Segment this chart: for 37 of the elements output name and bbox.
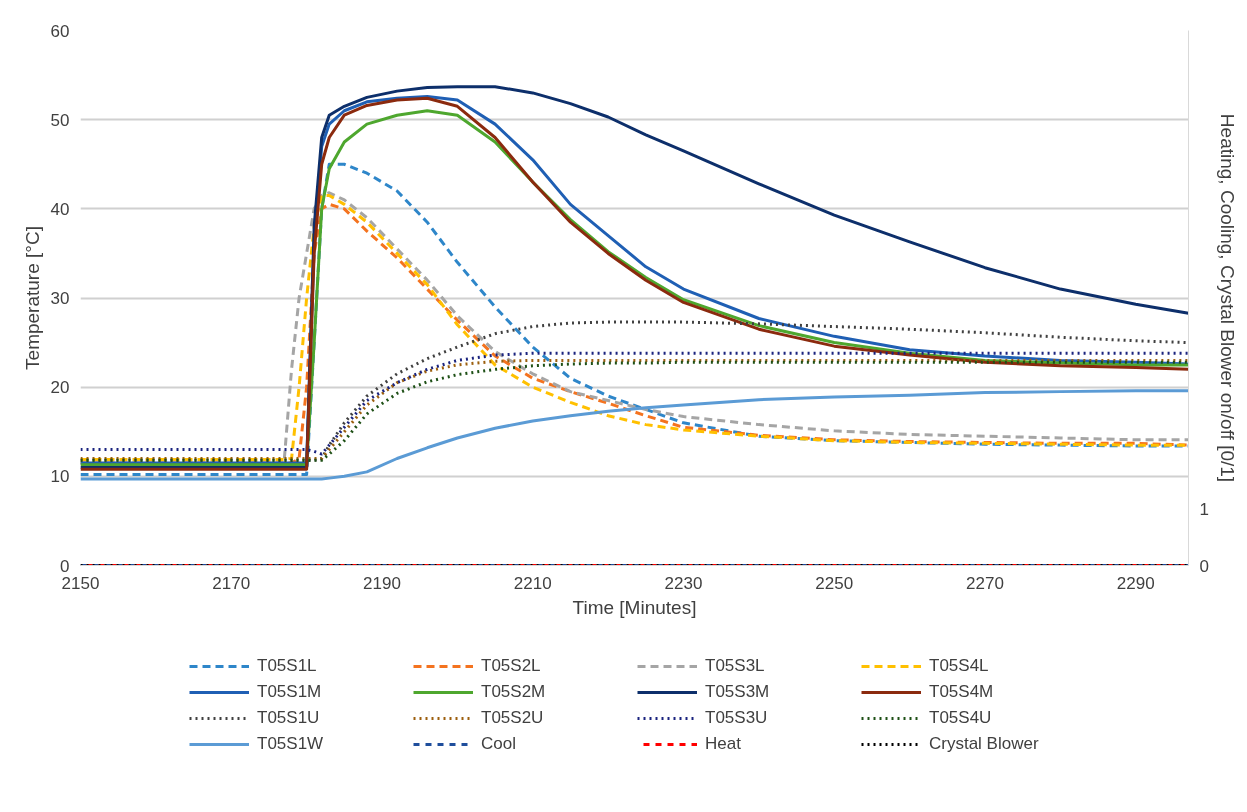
legend-label: Cool <box>481 734 517 754</box>
y2-tick-label: 1 <box>1199 500 1209 520</box>
x-axis-title: Time [Minutes] <box>572 596 697 618</box>
legend-label: T05S4L <box>929 656 990 676</box>
legend-label: T05S3L <box>705 656 766 676</box>
x-tick-label: 2190 <box>363 573 401 593</box>
legend-label: T05S1L <box>257 656 318 676</box>
y2-axis-title: Heating, Cooling, Crystal Blower on/off [0/1] <box>1216 113 1238 483</box>
y-tick-label: 60 <box>50 21 70 41</box>
legend-label: T05S3U <box>705 708 769 728</box>
y-tick-label: 10 <box>50 467 70 487</box>
legend-label: T05S4M <box>929 682 995 702</box>
x-tick-label: 2210 <box>513 573 552 593</box>
legend-label: T05S2M <box>481 682 547 702</box>
y-axis-title: Temperature [°C] <box>21 226 43 370</box>
legend-label: T05S1M <box>257 682 323 702</box>
legend-label: Crystal Blower <box>929 734 1040 754</box>
x-tick-label: 2230 <box>664 573 703 593</box>
legend-label: T05S2L <box>481 656 542 676</box>
y-tick-label: 40 <box>50 199 70 219</box>
x-tick-label: 2150 <box>61 573 100 593</box>
legend-label: T05S4U <box>929 708 993 728</box>
x-tick-label: 2290 <box>1116 573 1155 593</box>
y-tick-label: 30 <box>50 289 70 308</box>
legend-label: T05S1W <box>257 734 325 754</box>
y-tick-label: 50 <box>50 110 70 130</box>
y-tick-label: 20 <box>50 378 70 398</box>
legend-label: T05S2U <box>481 708 545 728</box>
x-tick-label: 2270 <box>966 573 1004 593</box>
legend-label: T05S1U <box>257 708 321 728</box>
legend-label: T05S3M <box>705 682 771 702</box>
y2-tick-label: 0 <box>1199 556 1209 576</box>
line-series <box>80 389 1189 481</box>
x-tick-label: 2170 <box>212 573 251 593</box>
legend-label: Heat <box>705 734 742 754</box>
y-tick-label: 0 <box>60 556 70 576</box>
x-tick-label: 2250 <box>815 573 854 593</box>
